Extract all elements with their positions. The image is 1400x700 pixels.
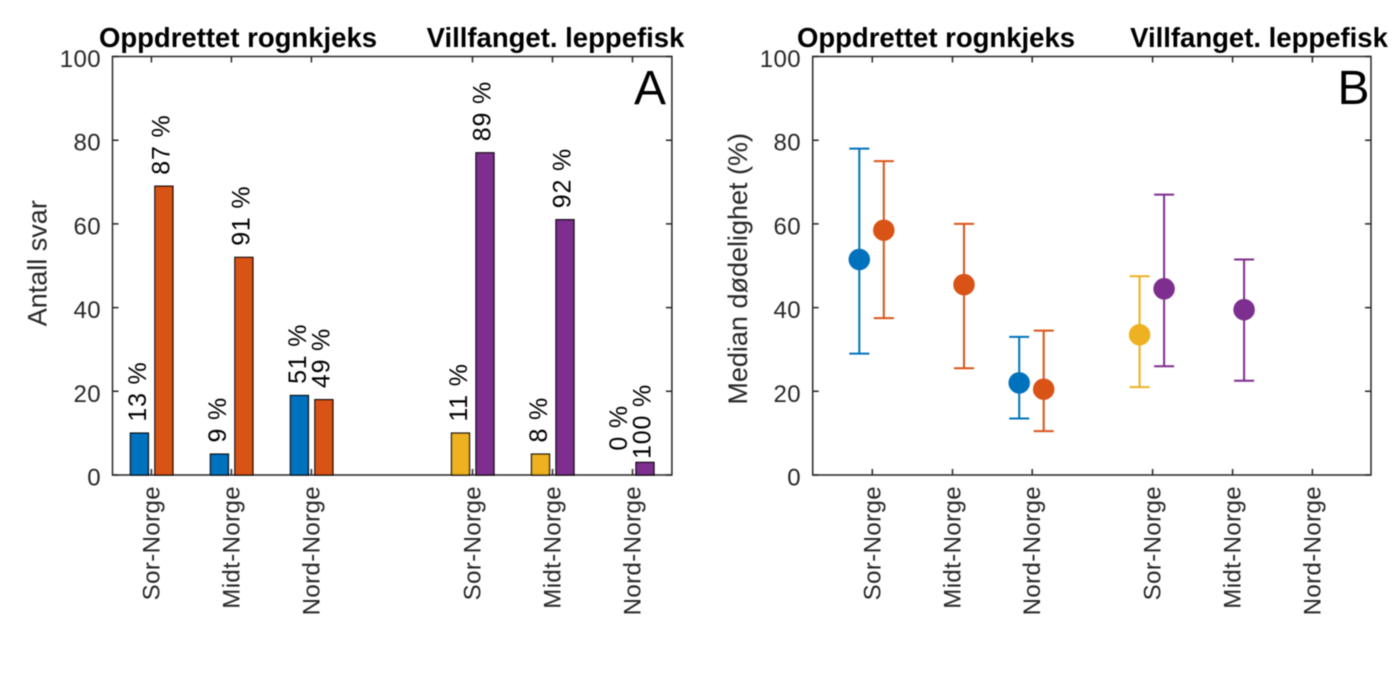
svg-text:100 %: 100 % — [629, 384, 657, 459]
svg-text:11 %: 11 % — [445, 363, 473, 421]
svg-text:Oppdrettet rognkjeks: Oppdrettet rognkjeks — [797, 22, 1075, 53]
svg-text:Oppdrettet rognkjeks: Oppdrettet rognkjeks — [99, 22, 377, 53]
svg-text:Sor-Norge: Sor-Norge — [138, 486, 165, 600]
svg-text:100: 100 — [60, 46, 101, 73]
svg-text:92 %: 92 % — [549, 148, 577, 208]
svg-text:Sor-Norge: Sor-Norge — [460, 486, 487, 600]
svg-text:Villfanget. leppefisk: Villfanget. leppefisk — [1130, 22, 1388, 53]
svg-text:20: 20 — [74, 381, 102, 408]
svg-text:Midt-Norge: Midt-Norge — [1220, 486, 1247, 609]
svg-text:20: 20 — [774, 381, 802, 408]
svg-text:89 %: 89 % — [469, 81, 497, 141]
svg-text:Nord-Norge: Nord-Norge — [1299, 486, 1326, 615]
svg-text:B: B — [1337, 62, 1369, 115]
svg-text:91 %: 91 % — [227, 186, 255, 246]
svg-text:Sor-Norge: Sor-Norge — [859, 486, 886, 600]
svg-text:Midt-Norge: Midt-Norge — [540, 486, 567, 609]
svg-text:0: 0 — [787, 465, 801, 492]
svg-text:Midt-Norge: Midt-Norge — [940, 486, 967, 609]
svg-text:Nord-Norge: Nord-Norge — [298, 486, 325, 615]
svg-text:Sor-Norge: Sor-Norge — [1140, 486, 1167, 600]
svg-text:87 %: 87 % — [147, 115, 175, 175]
svg-text:0: 0 — [87, 465, 101, 492]
svg-text:Antall svar: Antall svar — [23, 200, 53, 326]
svg-text:9 %: 9 % — [204, 397, 232, 442]
svg-text:60: 60 — [74, 213, 102, 240]
svg-text:40: 40 — [74, 297, 102, 324]
svg-text:Villfanget. leppefisk: Villfanget. leppefisk — [427, 22, 685, 53]
svg-text:Median dødelighet (%): Median dødelighet (%) — [723, 133, 753, 405]
svg-text:80: 80 — [74, 130, 102, 157]
svg-text:80: 80 — [774, 130, 802, 157]
svg-text:100: 100 — [760, 46, 801, 73]
svg-text:40: 40 — [774, 297, 802, 324]
svg-text:60: 60 — [774, 213, 802, 240]
svg-text:51 %: 51 % — [284, 324, 312, 384]
svg-text:Nord-Norge: Nord-Norge — [620, 486, 647, 615]
svg-text:A: A — [634, 62, 666, 115]
svg-text:13 %: 13 % — [124, 361, 152, 421]
svg-text:8 %: 8 % — [525, 397, 553, 442]
svg-text:0 %: 0 % — [605, 405, 633, 450]
svg-text:Nord-Norge: Nord-Norge — [1019, 486, 1046, 615]
svg-text:Midt-Norge: Midt-Norge — [218, 486, 245, 609]
svg-text:49 %: 49 % — [307, 328, 335, 388]
